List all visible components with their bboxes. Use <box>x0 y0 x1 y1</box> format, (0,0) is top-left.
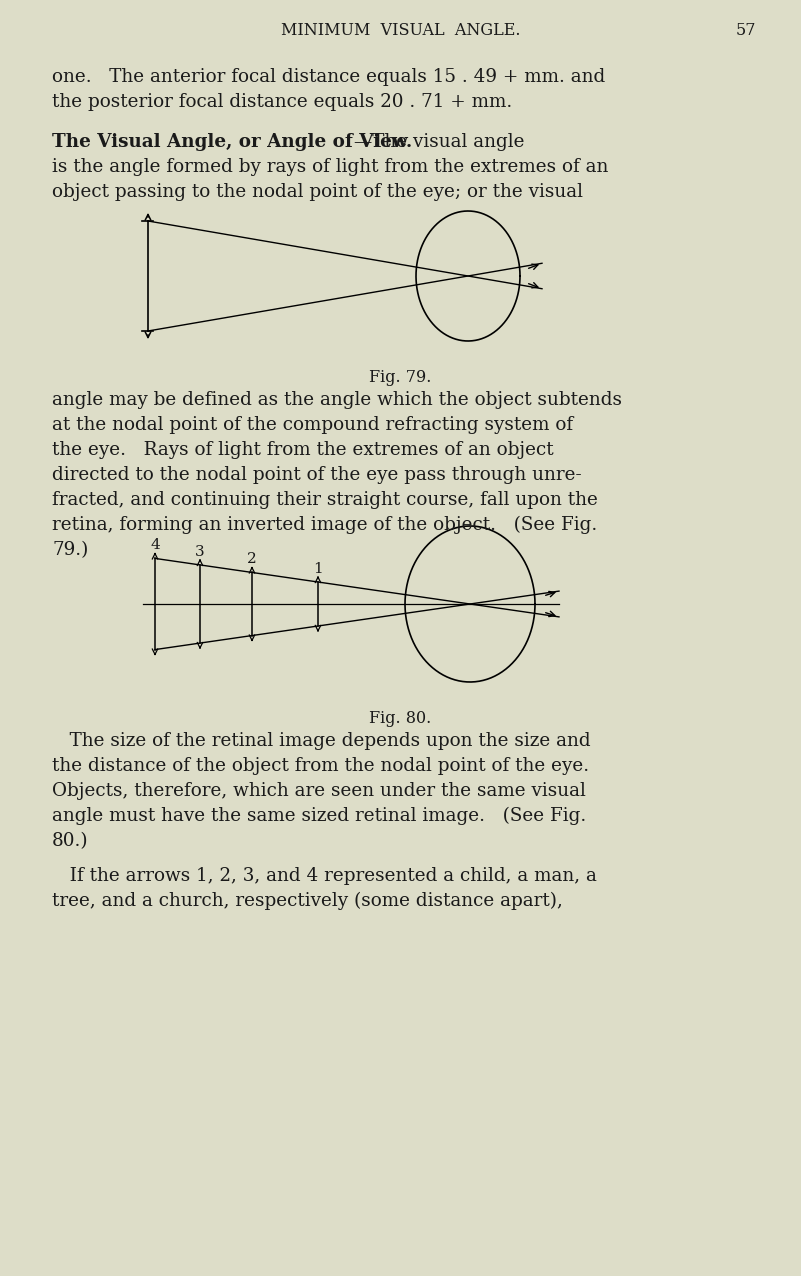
Text: at the nodal point of the compound refracting system of: at the nodal point of the compound refra… <box>52 416 574 434</box>
Text: 2: 2 <box>248 553 257 567</box>
Text: angle must have the same sized retinal image.   (See Fig.: angle must have the same sized retinal i… <box>52 806 586 826</box>
Text: tree, and a church, respectively (some distance apart),: tree, and a church, respectively (some d… <box>52 892 563 910</box>
Text: The Visual Angle, or Angle of View.: The Visual Angle, or Angle of View. <box>52 133 413 151</box>
Text: —The visual angle: —The visual angle <box>354 133 525 151</box>
Text: The size of the retinal image depends upon the size and: The size of the retinal image depends up… <box>52 732 590 750</box>
Text: If the arrows 1, 2, 3, and 4 represented a child, a man, a: If the arrows 1, 2, 3, and 4 represented… <box>52 866 597 886</box>
Text: the posterior focal distance equals 20 . 71 + mm.: the posterior focal distance equals 20 .… <box>52 93 513 111</box>
Text: 57: 57 <box>736 22 756 40</box>
Text: 3: 3 <box>195 545 205 559</box>
Text: Fig. 80.: Fig. 80. <box>369 709 432 727</box>
Text: object passing to the nodal point of the eye; or the visual: object passing to the nodal point of the… <box>52 182 583 202</box>
Text: 79.): 79.) <box>52 541 88 559</box>
Text: angle may be defined as the angle which the object subtends: angle may be defined as the angle which … <box>52 390 622 410</box>
Text: retina, forming an inverted image of the object.   (See Fig.: retina, forming an inverted image of the… <box>52 516 598 535</box>
Text: MINIMUM  VISUAL  ANGLE.: MINIMUM VISUAL ANGLE. <box>280 22 521 40</box>
Text: the eye.   Rays of light from the extremes of an object: the eye. Rays of light from the extremes… <box>52 441 553 459</box>
Text: Fig. 79.: Fig. 79. <box>369 369 432 387</box>
Text: is the angle formed by rays of light from the extremes of an: is the angle formed by rays of light fro… <box>52 158 609 176</box>
Text: Objects, therefore, which are seen under the same visual: Objects, therefore, which are seen under… <box>52 782 586 800</box>
Text: one.   The anterior focal distance equals 15 . 49 + mm. and: one. The anterior focal distance equals … <box>52 68 606 85</box>
Text: 1: 1 <box>313 561 323 575</box>
Text: 4: 4 <box>150 538 160 553</box>
Text: fracted, and continuing their straight course, fall upon the: fracted, and continuing their straight c… <box>52 491 598 509</box>
Text: the distance of the object from the nodal point of the eye.: the distance of the object from the noda… <box>52 757 589 775</box>
Text: 80.): 80.) <box>52 832 89 850</box>
Text: directed to the nodal point of the eye pass through unre-: directed to the nodal point of the eye p… <box>52 466 582 484</box>
